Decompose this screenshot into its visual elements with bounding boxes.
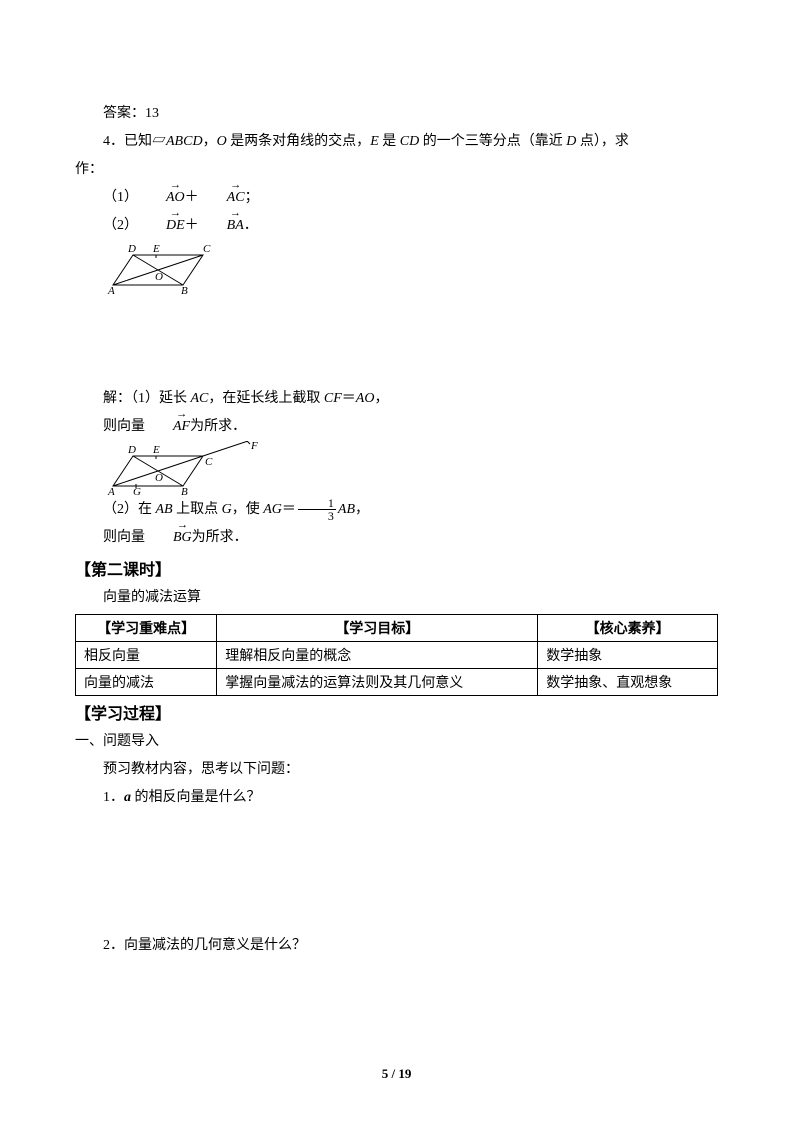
label2-O: O — [155, 472, 163, 484]
label2-G: G — [133, 486, 141, 496]
fraction-one-third: 13 — [298, 497, 336, 522]
blank-space-2 — [75, 812, 718, 932]
solution2-line2: 则向量BG为所求． — [75, 524, 718, 552]
frac-den: 3 — [298, 510, 336, 522]
q1-prefix: 1． — [103, 790, 124, 805]
label-C: C — [203, 243, 211, 255]
table-cell: 数学抽象、直观想象 — [538, 669, 718, 696]
page-number: 5 / 19 — [0, 1066, 793, 1082]
label2-E: E — [152, 444, 160, 456]
s3b: 为所求． — [192, 530, 248, 545]
label2-A: A — [107, 486, 115, 496]
label-D: D — [127, 243, 136, 255]
p4-m4: 的一个三等分点（靠近 — [419, 134, 566, 149]
vec-AF: AF — [145, 413, 190, 441]
s2-AG: AG — [263, 502, 282, 517]
answer-line: 答案：13 — [75, 100, 718, 128]
figure-parallelogram-2: D E C F O A G B — [103, 441, 718, 496]
sol2a: 则向量 — [103, 419, 145, 434]
s2-G: G — [222, 502, 232, 517]
objectives-table: 【学习重难点】 【学习目标】 【核心素养】 相反向量 理解相反向量的概念 数学抽… — [75, 614, 718, 696]
page: 答案：13 4．已知▱ABCD，O 是两条对角线的交点，E 是 CD 的一个三等… — [0, 0, 793, 1122]
s3a: 则向量 — [103, 530, 145, 545]
blank-space-1 — [75, 295, 718, 385]
p4-m2: 是两条对角线的交点， — [227, 134, 371, 149]
problem4-stem: 4．已知▱ABCD，O 是两条对角线的交点，E 是 CD 的一个三等分点（靠近 … — [75, 128, 718, 156]
vec-BG: BG — [145, 524, 192, 552]
p4-abcd: ABCD — [166, 134, 203, 149]
label-O: O — [155, 271, 163, 283]
p4-m3: 是 — [379, 134, 400, 149]
table-header: 【学习重难点】 — [76, 615, 217, 642]
period1: ． — [244, 218, 258, 233]
page-total: 19 — [398, 1066, 411, 1081]
sol1-AO: AO — [356, 391, 375, 406]
table-cell: 掌握向量减法的运算法则及其几何意义 — [217, 669, 538, 696]
label2-C: C — [205, 456, 213, 468]
table-header-row: 【学习重难点】 【学习目标】 【核心素养】 — [76, 615, 718, 642]
vec-BA: BA — [199, 212, 244, 240]
q-intro: 预习教材内容，思考以下问题： — [75, 756, 718, 784]
table-header: 【学习目标】 — [217, 615, 538, 642]
sol2b: 为所求． — [190, 419, 246, 434]
table-cell: 理解相反向量的概念 — [217, 642, 538, 669]
sol1-AC: AC — [191, 391, 209, 406]
table-cell: 相反向量 — [76, 642, 217, 669]
s2c: ，使 — [232, 502, 264, 517]
p4-prefix: 4．已知▱ — [103, 134, 166, 149]
q1-a: a — [124, 790, 131, 805]
semi1: ； — [245, 190, 259, 205]
sol1eq: ＝ — [342, 391, 356, 406]
table-cell: 数学抽象 — [538, 642, 718, 669]
label2-D: D — [127, 444, 136, 456]
q-intro-heading: 一、问题导入 — [75, 728, 718, 756]
s2d: ， — [355, 502, 369, 517]
plus1: ＋ — [185, 190, 199, 205]
p4-2-prefix: （2） — [103, 218, 138, 233]
p4-m5: 点），求 — [576, 134, 629, 149]
sol1c: ， — [374, 391, 388, 406]
sol1b: ，在延长线上截取 — [208, 391, 324, 406]
s2eq: ＝ — [282, 502, 296, 517]
s2-AB2: AB — [338, 502, 355, 517]
page-sep: / — [388, 1066, 398, 1081]
question-2: 2．向量减法的几何意义是什么？ — [75, 932, 718, 960]
p4-m1: ， — [203, 134, 217, 149]
p4-CD: CD — [400, 134, 419, 149]
process-title: 【学习过程】 — [75, 700, 718, 724]
label2-F: F — [250, 441, 258, 452]
vec-DE: DE — [138, 212, 185, 240]
label-A: A — [107, 285, 115, 295]
problem4-part2: （2）DE＋BA． — [75, 212, 718, 240]
table-row: 向量的减法 掌握向量减法的运算法则及其几何意义 数学抽象、直观想象 — [76, 669, 718, 696]
table-header: 【核心素养】 — [538, 615, 718, 642]
lesson2-title: 【第二课时】 — [75, 556, 718, 580]
table-cell: 向量的减法 — [76, 669, 217, 696]
figure-parallelogram-1: D E C O A B — [103, 240, 718, 295]
label-B: B — [181, 285, 188, 295]
plus2: ＋ — [185, 218, 199, 233]
lesson2-topic: 向量的减法运算 — [75, 584, 718, 612]
solution-line2: 则向量AF为所求． — [75, 413, 718, 441]
label2-B: B — [181, 486, 188, 496]
q1-tail: 的相反向量是什么？ — [131, 790, 261, 805]
p4-1-prefix: （1） — [103, 190, 138, 205]
label-E: E — [152, 243, 160, 255]
p4-E: E — [370, 134, 379, 149]
p4-O: O — [217, 134, 227, 149]
p4-D: D — [566, 134, 576, 149]
sol1-CF: CF — [324, 391, 342, 406]
table-row: 相反向量 理解相反向量的概念 数学抽象 — [76, 642, 718, 669]
question-1: 1．a 的相反向量是什么？ — [75, 784, 718, 812]
